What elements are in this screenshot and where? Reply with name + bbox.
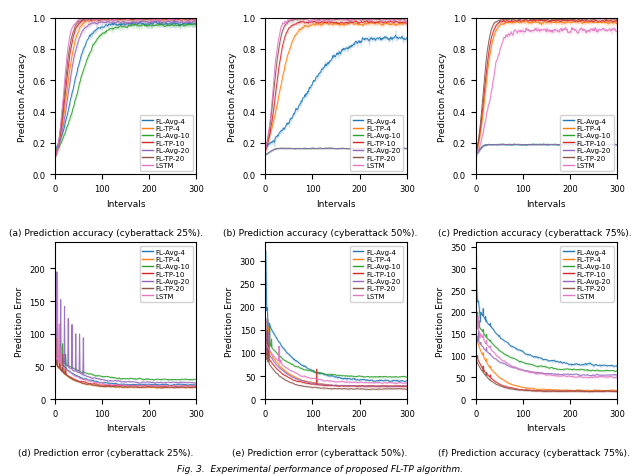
X-axis label: Intervals: Intervals [316,424,356,433]
X-axis label: Intervals: Intervals [106,424,145,433]
Text: Fig. 3.  Experimental performance of proposed FL-TP algorithm.: Fig. 3. Experimental performance of prop… [177,464,463,473]
Text: (a) Prediction accuracy (cyberattack 25%).: (a) Prediction accuracy (cyberattack 25%… [8,228,203,238]
Y-axis label: Prediction Error: Prediction Error [15,286,24,356]
Legend: FL-Avg-4, FL-TP-4, FL-Avg-10, FL-TP-10, FL-Avg-20, FL-TP-20, LSTM: FL-Avg-4, FL-TP-4, FL-Avg-10, FL-TP-10, … [561,246,614,302]
Y-axis label: Prediction Accuracy: Prediction Accuracy [17,52,26,141]
Y-axis label: Prediction Error: Prediction Error [435,286,445,356]
X-axis label: Intervals: Intervals [106,199,145,208]
Y-axis label: Prediction Accuracy: Prediction Accuracy [438,52,447,141]
Y-axis label: Prediction Accuracy: Prediction Accuracy [228,52,237,141]
Text: (e) Prediction error (cyberattack 50%).: (e) Prediction error (cyberattack 50%). [232,447,408,456]
Legend: FL-Avg-4, FL-TP-4, FL-Avg-10, FL-TP-10, FL-Avg-20, FL-TP-20, LSTM: FL-Avg-4, FL-TP-4, FL-Avg-10, FL-TP-10, … [561,116,614,171]
X-axis label: Intervals: Intervals [527,424,566,433]
Y-axis label: Prediction Error: Prediction Error [225,286,234,356]
Text: (f) Prediction accuracy (cyberattack 75%).: (f) Prediction accuracy (cyberattack 75%… [438,447,630,456]
Text: (d) Prediction error (cyberattack 25%).: (d) Prediction error (cyberattack 25%). [18,447,193,456]
Legend: FL-Avg-4, FL-TP-4, FL-Avg-10, FL-TP-10, FL-Avg-20, FL-TP-20, LSTM: FL-Avg-4, FL-TP-4, FL-Avg-10, FL-TP-10, … [350,246,403,302]
X-axis label: Intervals: Intervals [316,199,356,208]
Legend: FL-Avg-4, FL-TP-4, FL-Avg-10, FL-TP-10, FL-Avg-20, FL-TP-20, LSTM: FL-Avg-4, FL-TP-4, FL-Avg-10, FL-TP-10, … [350,116,403,171]
Legend: FL-Avg-4, FL-TP-4, FL-Avg-10, FL-TP-10, FL-Avg-20, FL-TP-20, LSTM: FL-Avg-4, FL-TP-4, FL-Avg-10, FL-TP-10, … [140,116,193,171]
X-axis label: Intervals: Intervals [527,199,566,208]
Text: (c) Prediction accuracy (cyberattack 75%).: (c) Prediction accuracy (cyberattack 75%… [438,228,631,238]
Text: (b) Prediction accuracy (cyberattack 50%).: (b) Prediction accuracy (cyberattack 50%… [223,228,417,238]
Legend: FL-Avg-4, FL-TP-4, FL-Avg-10, FL-TP-10, FL-Avg-20, FL-TP-20, LSTM: FL-Avg-4, FL-TP-4, FL-Avg-10, FL-TP-10, … [140,246,193,302]
